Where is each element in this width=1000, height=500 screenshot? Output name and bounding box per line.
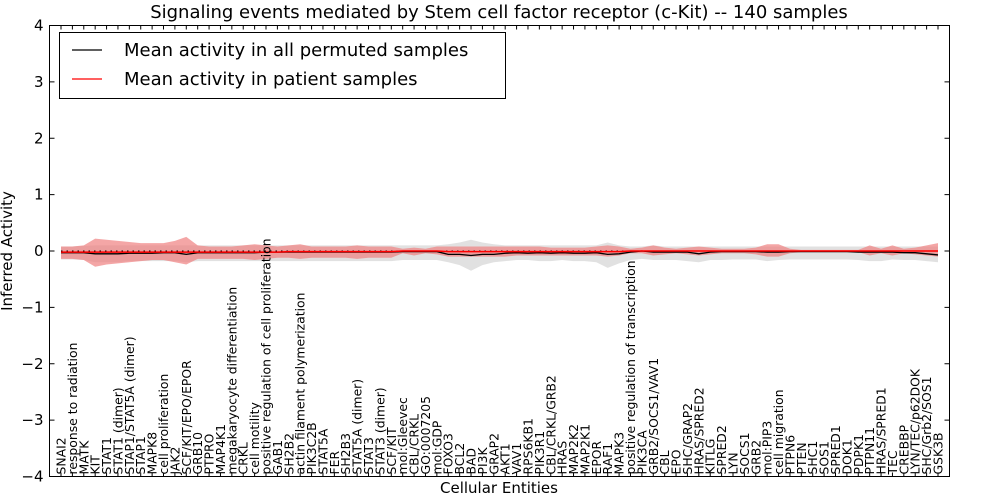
y-tick-label: −3 [21,411,43,429]
x-tick-label: LYN/TEC/p62DOK [908,368,923,474]
x-tick-label: cell motility [247,402,262,474]
x-tick-label: BAD [464,448,479,475]
x-tick-label: KITLG [703,439,718,475]
x-tick-label: KIT [88,455,103,475]
x-tick-label: PTPN11 [862,427,877,475]
x-tick-label: GRB2/SOCS1/VAV1 [646,358,661,475]
x-tick-label: PIK3C2B [304,422,319,474]
x-tick-label: STAP1 [133,436,148,474]
x-tick-label: GO:0007205 [418,396,433,475]
x-tick-label: GRAP2 [486,433,501,475]
x-tick-label: VAV1 [509,443,524,475]
y-tick-label: −1 [21,298,43,316]
x-tick-label: SNAI2 [54,437,69,474]
x-tick-label: HRAS/SPRED1 [874,387,889,474]
x-tick-label: SPRED1 [828,425,843,474]
legend: Mean activity in all permuted samples Me… [59,32,506,99]
x-tick-label: PIK3R1 [532,431,547,475]
x-tick-label: RPS6KB1 [520,418,535,474]
x-tick-label: LYN [725,452,740,474]
x-tick-label: PDPK1 [851,434,866,475]
x-tick-label: BCL2 [452,443,467,475]
x-tick-label: response to radiation [65,343,80,475]
x-tick-label: positive regulation of transcription [623,260,638,474]
x-tick-label: positive regulation of cell proliferatio… [259,238,274,474]
x-tick-label: SOCS1 [737,432,752,474]
x-tick-label: SH2B2 [281,433,296,474]
x-tick-label: MAP2K1 [577,424,592,475]
x-tick-label: mol:Gleevec [395,397,410,475]
x-tick-label: STAP1/STAT5A (dimer) [122,336,137,474]
x-tick-label: EPO [669,449,684,474]
x-tick-label: megakaryocyte differentiation [224,287,239,475]
x-tick-label: TEC [885,450,900,475]
legend-label-permuted: Mean activity in all permuted samples [124,40,468,61]
x-tick-label: AKT1 [498,443,513,474]
x-tick-label: mol:GDP [429,420,444,474]
x-tick-label: STAT3 [361,437,376,474]
x-tick-label: GAB1 [270,440,285,474]
x-tick-label: actin filament polymerization [293,293,308,475]
x-tick-label: CBL/CRKL/GRB2 [543,375,558,474]
x-tick-label: GRB2 [748,440,763,475]
x-tick-label: PI3K [475,446,490,474]
y-tick-label: −4 [21,468,43,486]
legend-label-patient: Mean activity in patient samples [124,69,418,90]
x-tick-label: GRB10 [190,432,205,475]
x-tick-label: FER [327,451,342,475]
x-tick-label: SCF/KIT [384,427,399,475]
x-tick-label: STAT5A [315,428,330,474]
chart-title: Signaling events mediated by Stem cell f… [150,2,848,23]
x-tick-label: JAK2 [167,447,182,476]
x-tick-label: SOS1 [817,441,832,474]
x-tick-label: FOXO3 [441,433,456,474]
x-tick-label: HRAS [555,441,570,475]
x-tick-label: STAT3 (dimer) [372,387,387,474]
x-tick-label: CREBBP [896,424,911,474]
x-tick-label: STAT1 [99,437,114,474]
x-tick-label: mol:PIP3 [760,421,775,475]
x-tick-label: SCF/KIT/EPO/EPOR [179,360,194,475]
legend-box [59,32,506,99]
y-tick-label: −2 [21,355,43,373]
patient-mean-line [61,250,938,253]
x-tick-label: MAPK3 [612,432,627,475]
x-axis-label: Cellular Entities [440,479,558,497]
x-tick-label: cell migration [771,389,786,474]
x-tick-label: CBL/CRKL [407,414,422,475]
x-tick-label: DOK1 [839,439,854,474]
y-tick-label: 0 [34,242,44,260]
x-tick-label: PTPN6 [782,435,797,475]
x-tick-label: MAP2K2 [566,424,581,475]
x-tick-label: SH2B3 [338,433,353,474]
x-tick-label: CBL [657,450,672,474]
x-tick-label: PTEN [794,442,809,474]
x-tick-label: RAF1 [600,443,615,475]
y-tick-label: 1 [34,186,44,204]
x-tick-label: MATK [76,440,91,475]
x-tick-label: PTPRO [202,433,217,474]
x-tick-label: EPOR [589,440,604,474]
x-tick-label: STAT1 (dimer) [110,387,125,474]
x-tick-label: cell proliferation [156,374,171,475]
x-tick-label: MAPK8 [145,432,160,475]
y-tick-label: 2 [34,129,44,147]
x-tick-label: SHC1 [805,441,820,475]
x-tick-label: SPRED2 [714,425,729,474]
lines-layer [61,250,939,257]
x-tick-label: SHC/GRAP2 [680,403,695,475]
y-axis: 4 3 2 1 0 −1 −2 −3 −4 [21,17,950,486]
x-tick-label: CRKL [236,442,251,474]
y-tick-label: 3 [34,73,44,91]
y-tick-label: 4 [34,17,44,35]
x-tick-label: HRAS/SPRED2 [691,387,706,474]
x-tick-label: MAP4K1 [213,424,228,475]
x-tick-label: PIK3CA [634,430,649,475]
x-tick-label: SHC/Grb2/SOS1 [919,377,934,475]
x-tick-label: GSK3B [931,433,946,475]
y-axis-label: Inferred Activity [0,191,16,311]
x-tick-label: STAT5A (dimer) [350,379,365,475]
